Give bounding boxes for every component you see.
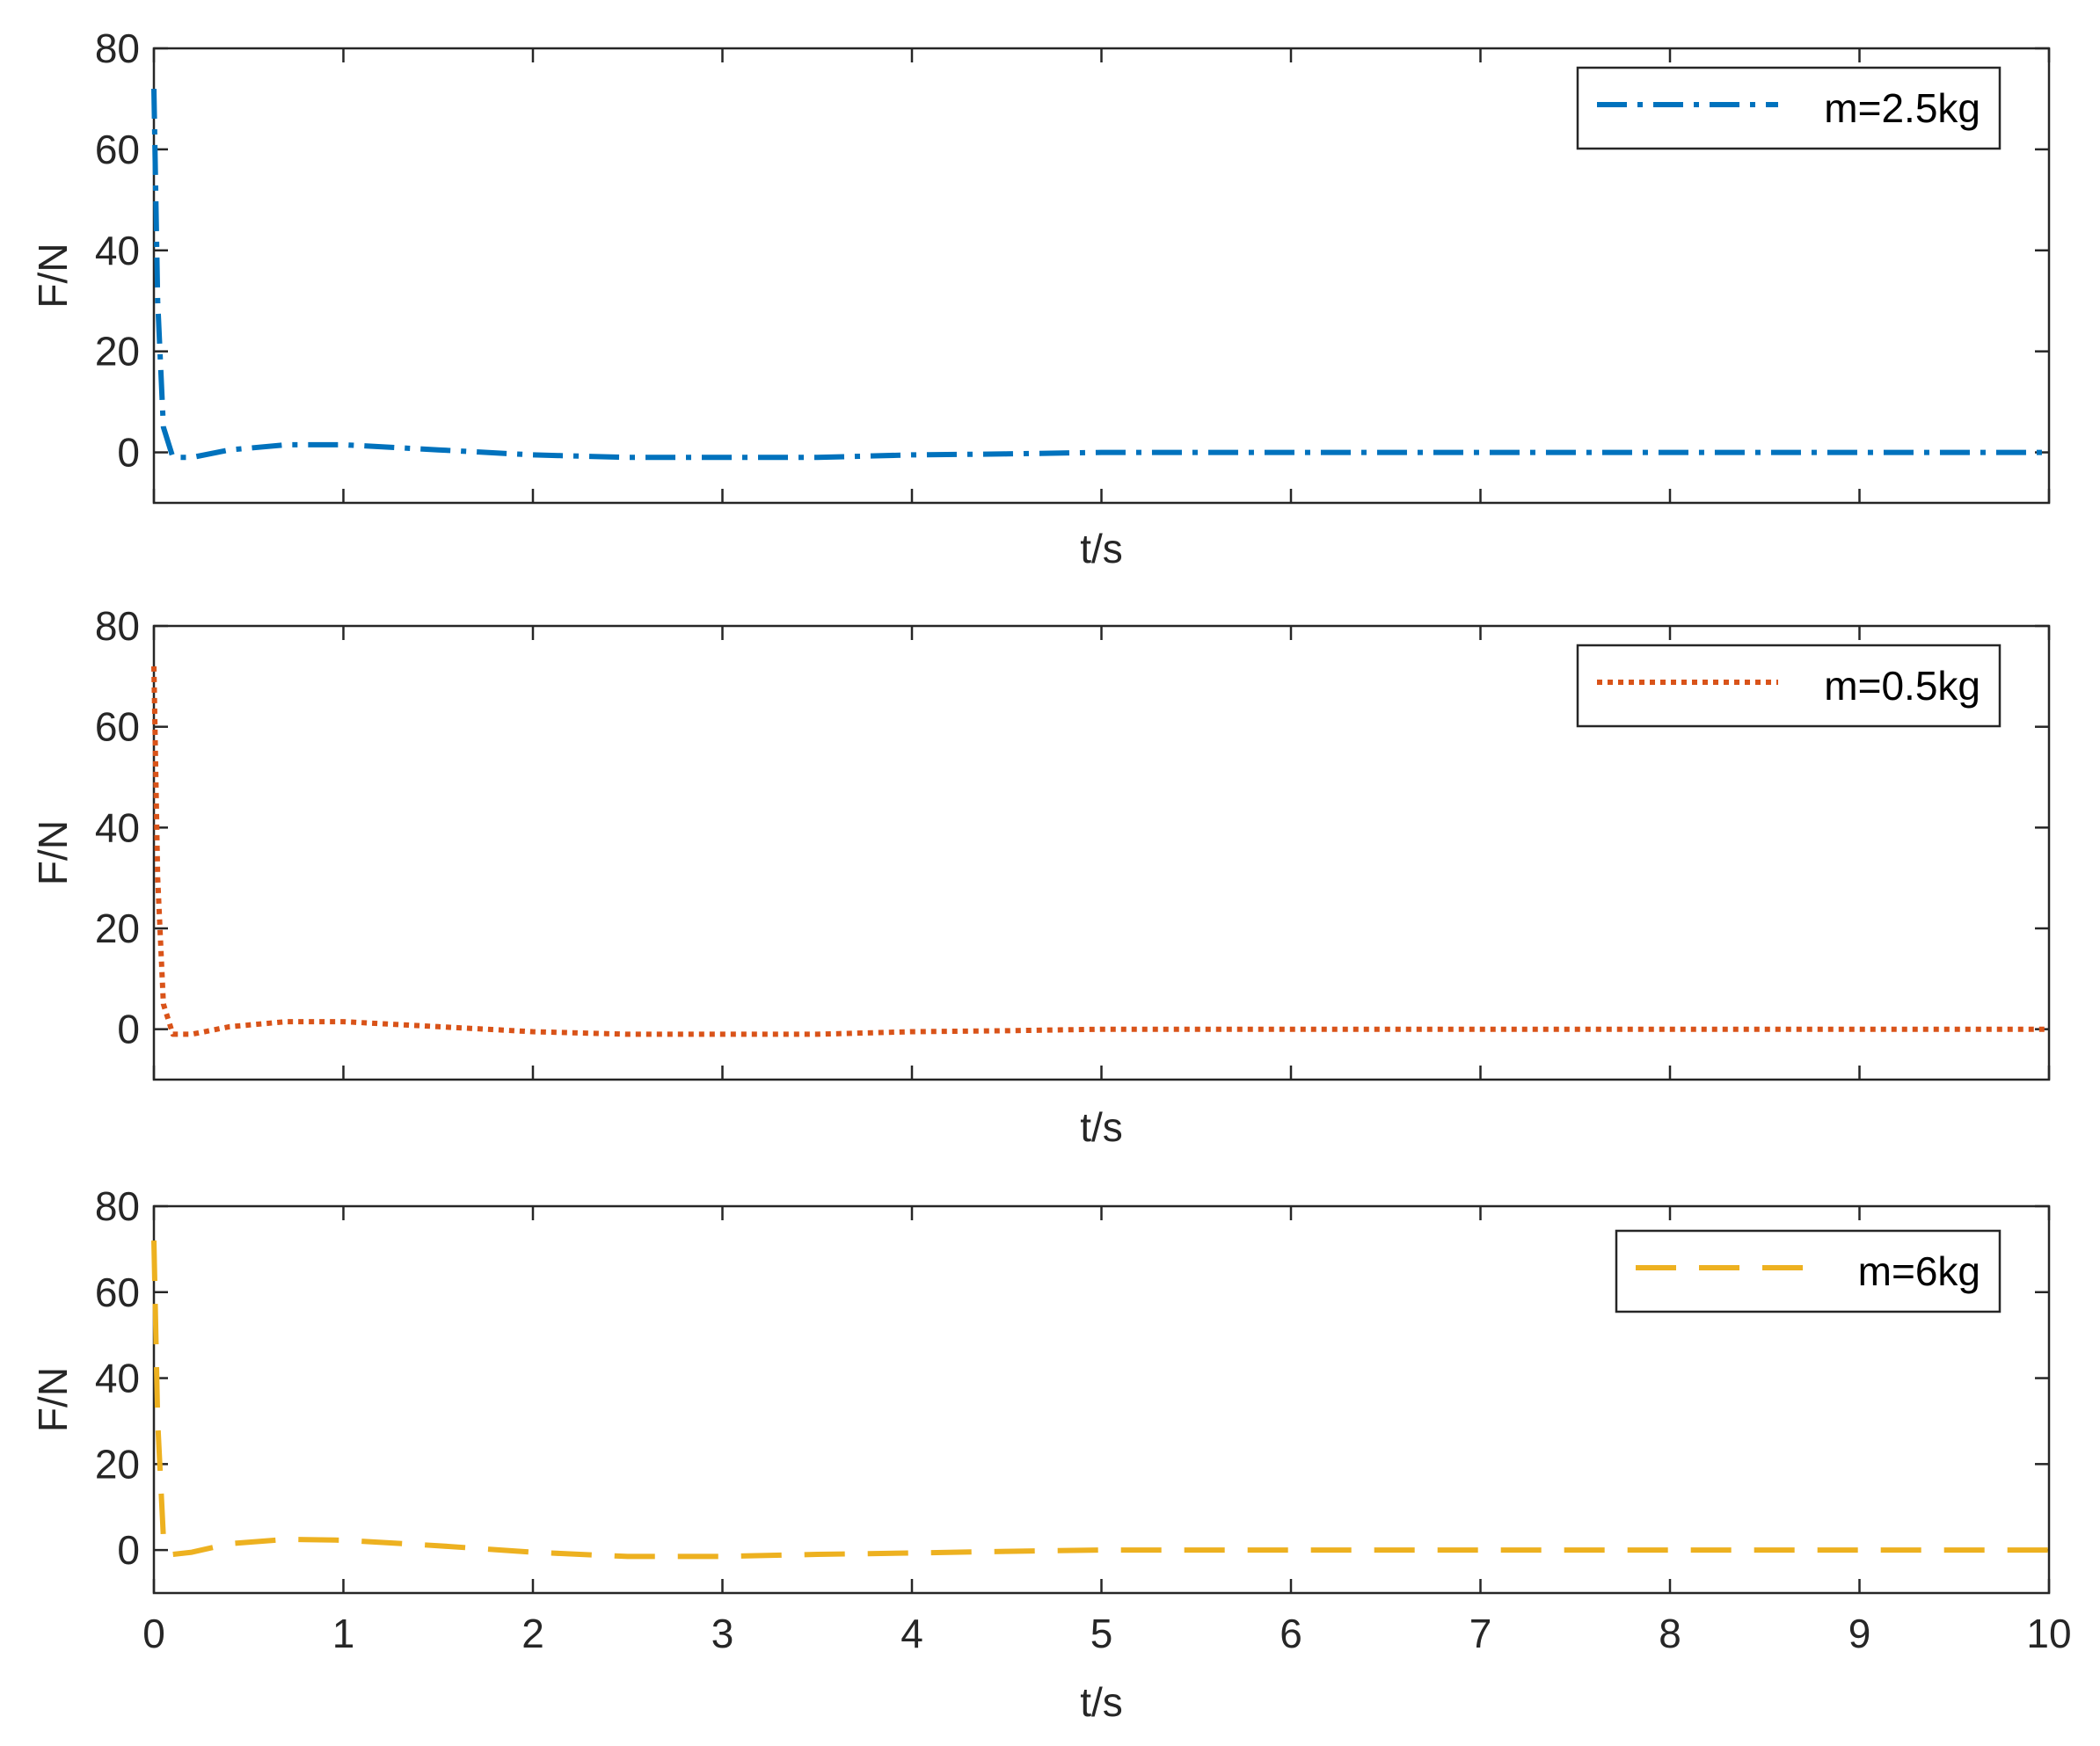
y-tick-label: 0 <box>117 1007 140 1052</box>
series-line-1 <box>151 666 2049 1037</box>
x-tick-label: 5 <box>1090 1611 1113 1656</box>
y-axis-label: F/N <box>30 1367 76 1432</box>
y-tick-label: 60 <box>95 1269 140 1315</box>
x-tick-label: 9 <box>1848 1611 1871 1656</box>
x-axis-label: t/s <box>1080 1104 1123 1150</box>
y-tick-label: 60 <box>95 127 140 172</box>
legend-box <box>1615 1229 2002 1313</box>
y-tick-label: 40 <box>95 804 140 850</box>
y-tick-label: 40 <box>95 1356 140 1401</box>
legend: m=0.5kg <box>1576 644 2002 728</box>
y-tick-label: 80 <box>95 603 140 649</box>
y-tick-label: 20 <box>95 329 140 375</box>
legend-box <box>1576 644 2002 728</box>
legend: m=6kg <box>1615 1229 2002 1313</box>
y-tick-label: 0 <box>117 430 140 476</box>
x-tick-label: 7 <box>1469 1611 1492 1656</box>
x-axis-label: t/s <box>1080 526 1123 571</box>
y-tick-label: 80 <box>95 25 140 71</box>
x-axis-label: t/s <box>1080 1679 1123 1725</box>
x-tick-label: 1 <box>332 1611 355 1656</box>
legend-box <box>1576 66 2002 150</box>
x-tick-label: 8 <box>1659 1611 1681 1656</box>
y-tick-label: 80 <box>95 1183 140 1229</box>
panel-3: 0 20 40 60 80 0 1 2 3 4 5 6 7 8 9 10 t/s F/N m=6kg <box>30 1183 2072 1725</box>
x-tick-label: 4 <box>901 1611 923 1656</box>
y-tick-label: 0 <box>117 1527 140 1573</box>
legend: m=2.5kg <box>1576 66 2002 150</box>
x-tick-label: 2 <box>521 1611 544 1656</box>
y-tick-label: 60 <box>95 704 140 750</box>
legend-label: m=6kg <box>1858 1248 1980 1294</box>
y-tick-label: 40 <box>95 228 140 273</box>
legend-label: m=0.5kg <box>1824 663 1980 709</box>
y-tick-label: 20 <box>95 906 140 951</box>
y-axis-label: F/N <box>30 243 76 308</box>
y-axis-label: F/N <box>30 820 76 885</box>
y-tick-label: 20 <box>95 1441 140 1487</box>
series-line-1 <box>151 1240 2049 1560</box>
x-tick-label: 0 <box>142 1611 165 1656</box>
x-tick-label: 10 <box>2026 1611 2071 1656</box>
legend-label: m=2.5kg <box>1824 85 1980 131</box>
x-tick-label: 6 <box>1280 1611 1302 1656</box>
panel-1: 0 20 40 60 80 t/s F/N m=2.5kg <box>30 25 2051 571</box>
x-tick-label: 3 <box>711 1611 734 1656</box>
panel-2: 0 20 40 60 80 t/s F/N m=0.5kg <box>30 603 2051 1150</box>
